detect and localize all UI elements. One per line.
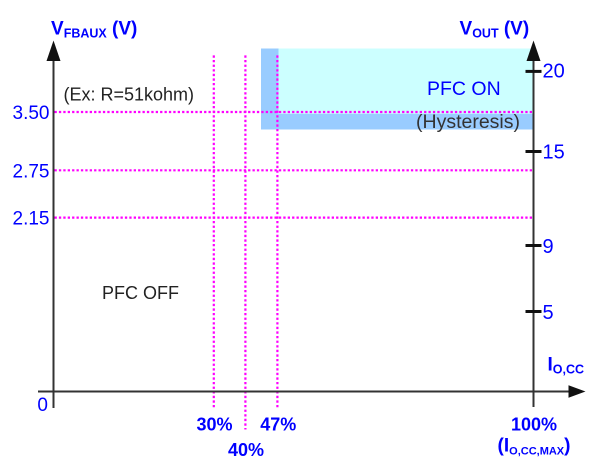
svg-text:VFBAUX (V): VFBAUX (V) xyxy=(51,19,137,41)
svg-text:PFC ON: PFC ON xyxy=(427,78,501,100)
svg-text:2.75: 2.75 xyxy=(13,162,50,183)
svg-text:2.15: 2.15 xyxy=(13,209,50,230)
svg-text:47%: 47% xyxy=(260,415,296,435)
svg-text:15: 15 xyxy=(543,142,565,164)
svg-text:100%: 100% xyxy=(511,415,557,435)
svg-text:0: 0 xyxy=(37,395,48,416)
svg-text:30%: 30% xyxy=(196,415,232,435)
svg-text:(Ex: R=51kohm): (Ex: R=51kohm) xyxy=(64,85,195,105)
svg-text:PFC OFF: PFC OFF xyxy=(102,283,179,303)
svg-text:40%: 40% xyxy=(228,440,264,460)
svg-text:3.50: 3.50 xyxy=(13,103,50,124)
svg-text:(Hysteresis): (Hysteresis) xyxy=(416,111,520,133)
svg-text:20: 20 xyxy=(543,61,565,83)
svg-text:9: 9 xyxy=(543,236,554,258)
svg-text:5: 5 xyxy=(543,302,554,324)
